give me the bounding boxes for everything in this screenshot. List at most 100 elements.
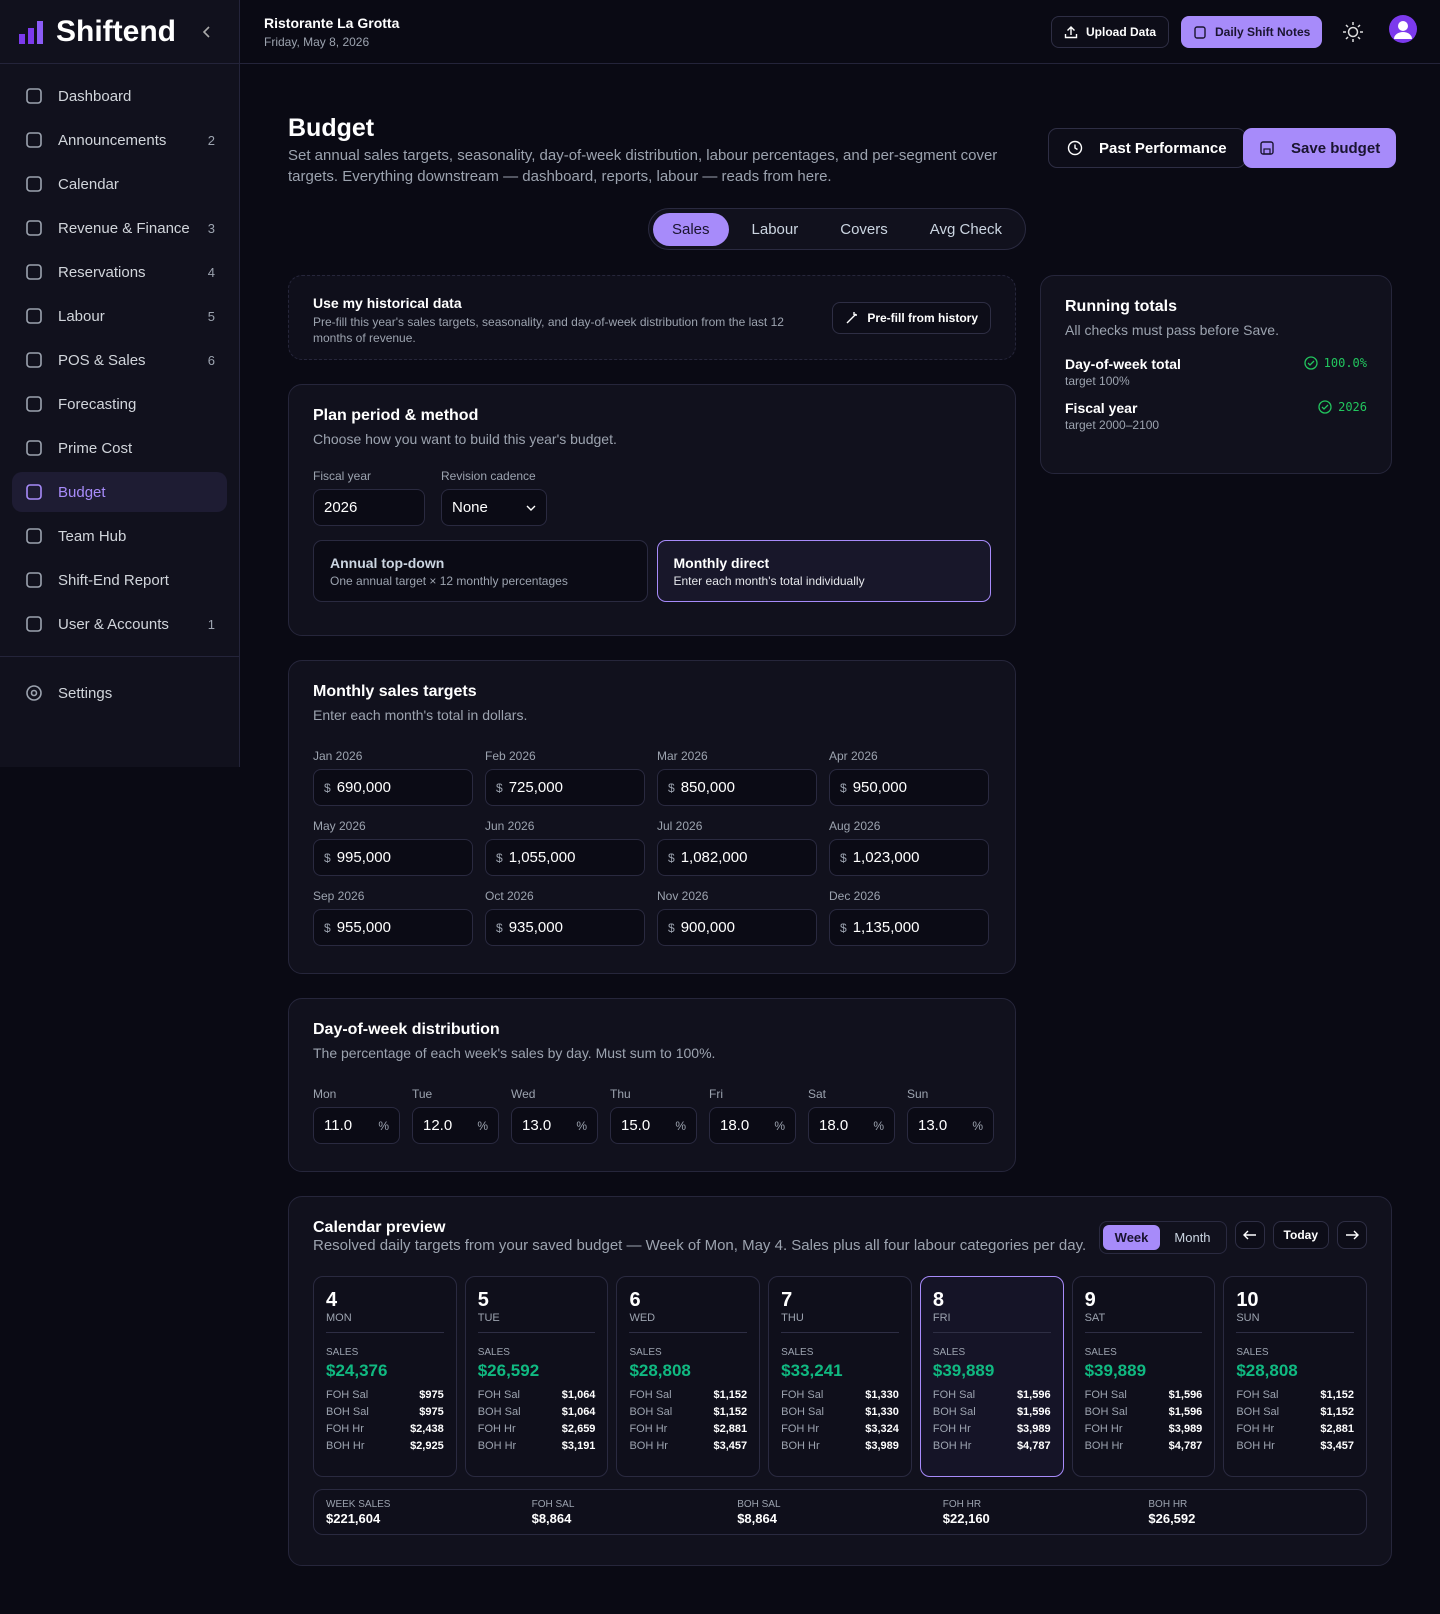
save-button[interactable]: Save budget bbox=[1243, 128, 1397, 168]
day-card[interactable]: 4 MON SALES $24,376 FOH Sal $975 BOH Sal $975 FO… bbox=[313, 1276, 457, 1477]
cadence-select[interactable]: None bbox=[441, 489, 547, 526]
dow-input[interactable]: 15.0% bbox=[610, 1107, 697, 1144]
day-card[interactable]: 6 WED SALES $28,808 FOH Sal $1,152 BOH Sal $1,1… bbox=[616, 1276, 761, 1477]
theme-toggle[interactable] bbox=[1342, 21, 1364, 43]
month-input[interactable]: $690,000 bbox=[313, 769, 473, 806]
labour-row: BOH Sal $1,064 bbox=[478, 1406, 596, 1418]
nav-item[interactable]: Team Hub bbox=[12, 516, 227, 556]
unit: % bbox=[477, 1118, 488, 1133]
month-input[interactable]: $955,000 bbox=[313, 909, 473, 946]
day-card[interactable]: 9 SAT SALES $39,889 FOH Sal $1,596 BOH Sal $1,5… bbox=[1071, 1276, 1216, 1477]
summary-value: $22,160 bbox=[942, 1511, 990, 1526]
day-card[interactable]: 10 SUN SALES $28,808 FOH Sal $1,152 BOH Sal $1,… bbox=[1223, 1276, 1368, 1477]
card-title: Monthly sales targets bbox=[313, 683, 477, 700]
avatar[interactable] bbox=[1388, 14, 1418, 44]
upload-button[interactable]: Upload Data bbox=[1051, 16, 1170, 48]
row-label: FOH Hr bbox=[326, 1423, 364, 1435]
nav-item[interactable]: Revenue & Finance 3 bbox=[12, 208, 227, 248]
tab[interactable]: Avg Check bbox=[929, 220, 1003, 238]
tab[interactable]: Covers bbox=[840, 220, 888, 238]
nav-item[interactable]: Reservations 4 bbox=[12, 252, 227, 292]
month-input[interactable]: $725,000 bbox=[485, 769, 645, 806]
next-button[interactable] bbox=[1337, 1221, 1367, 1249]
month-input[interactable]: $1,135,000 bbox=[829, 909, 989, 946]
card-subtitle: Resolved daily targets from your saved b… bbox=[313, 1237, 1087, 1254]
nav-label: Budget bbox=[58, 483, 106, 501]
nav-item[interactable]: User & Accounts 1 bbox=[12, 604, 227, 644]
collapse-icon[interactable] bbox=[201, 25, 213, 39]
input-value: 18.0 bbox=[819, 1117, 849, 1134]
row-value: $1,064 bbox=[561, 1389, 596, 1401]
field-label: Mar 2026 bbox=[657, 749, 708, 763]
nav-item[interactable]: Labour 5 bbox=[12, 296, 227, 336]
nav-item[interactable]: Settings bbox=[12, 673, 227, 713]
dow-input[interactable]: 12.0% bbox=[412, 1107, 499, 1144]
input-value: 1,082,000 bbox=[680, 849, 748, 866]
input-value: 15.0 bbox=[621, 1117, 651, 1134]
row-label: FOH Sal bbox=[326, 1389, 369, 1401]
day-card[interactable]: 7 THU SALES $33,241 FOH Sal $1,330 BOH Sal $1,3… bbox=[768, 1276, 912, 1477]
month-input[interactable]: $995,000 bbox=[313, 839, 473, 876]
methods: Annual top-down One annual target × 12 mo… bbox=[313, 540, 991, 602]
prefill-button[interactable]: Pre-fill from history bbox=[832, 302, 991, 334]
nav-item[interactable]: Forecasting bbox=[12, 384, 227, 424]
day-name: SUN bbox=[1236, 1312, 1355, 1333]
method-option[interactable]: Annual top-down One annual target × 12 mo… bbox=[313, 540, 648, 602]
dow-input[interactable]: 13.0% bbox=[907, 1107, 994, 1144]
month-input[interactable]: $1,055,000 bbox=[485, 839, 645, 876]
check-info: Fiscal year target 2000–2100 bbox=[1065, 400, 1159, 432]
nav-item[interactable]: Dashboard bbox=[12, 76, 227, 116]
month-input[interactable]: $1,082,000 bbox=[657, 839, 817, 876]
row-value: $1,064 bbox=[561, 1406, 596, 1418]
nav-item[interactable]: Budget bbox=[12, 472, 227, 512]
field: Fiscal year 2026 bbox=[313, 469, 425, 526]
nav-item[interactable]: Calendar bbox=[12, 164, 227, 204]
tab[interactable]: Labour bbox=[751, 220, 799, 238]
historical-card: Use my historical data Pre-fill this yea… bbox=[288, 275, 1016, 360]
dow-input[interactable]: 11.0% bbox=[313, 1107, 400, 1144]
labour-row: BOH Sal $975 bbox=[326, 1406, 444, 1418]
day-card[interactable]: 5 TUE SALES $26,592 FOH Sal $1,064 BOH Sal $1,0… bbox=[464, 1276, 609, 1477]
month-input[interactable]: $900,000 bbox=[657, 909, 817, 946]
month-input[interactable]: $1,023,000 bbox=[829, 839, 989, 876]
week-summary: WEEK SALES $221,604 FOH SAL $8,864 BOH SAL $8… bbox=[313, 1489, 1367, 1535]
check-label: Fiscal year bbox=[1065, 400, 1138, 416]
nav-item[interactable]: Shift-End Report bbox=[12, 560, 227, 600]
row-value: $1,596 bbox=[1016, 1406, 1051, 1418]
today-button[interactable]: Today bbox=[1272, 1221, 1329, 1249]
month-field: Jan 2026 $690,000 bbox=[313, 749, 473, 806]
row-label: BOH Hr bbox=[1236, 1440, 1275, 1452]
fiscal-year-input[interactable]: 2026 bbox=[313, 489, 425, 526]
labour-row: FOH Hr $3,989 bbox=[933, 1423, 1051, 1435]
notes-button[interactable]: Daily Shift Notes bbox=[1181, 16, 1323, 48]
month-input[interactable]: $935,000 bbox=[485, 909, 645, 946]
prev-button[interactable] bbox=[1234, 1221, 1265, 1249]
past-performance-button[interactable]: Past Performance bbox=[1048, 128, 1246, 168]
row-value: $975 bbox=[419, 1389, 444, 1401]
dow-input[interactable]: 18.0% bbox=[808, 1107, 895, 1144]
field-label: Sep 2026 bbox=[313, 889, 365, 903]
dow-input[interactable]: 13.0% bbox=[511, 1107, 598, 1144]
nav-item[interactable]: POS & Sales 6 bbox=[12, 340, 227, 380]
labour-row: BOH Sal $1,596 bbox=[933, 1406, 1051, 1418]
month-input[interactable]: $850,000 bbox=[657, 769, 817, 806]
nav-label: Reservations bbox=[58, 263, 146, 281]
row-value: $975 bbox=[419, 1406, 444, 1418]
summary-item: FOH SAL $8,864 bbox=[532, 1499, 738, 1526]
input-value: 1,135,000 bbox=[852, 919, 920, 936]
month-input[interactable]: $950,000 bbox=[829, 769, 989, 806]
labour-row: FOH Sal $1,330 bbox=[781, 1389, 899, 1401]
view-option[interactable]: Month bbox=[1174, 1230, 1211, 1245]
method-option[interactable]: Monthly direct Enter each month's total i… bbox=[656, 540, 991, 602]
tab[interactable]: Sales bbox=[653, 212, 729, 246]
nav-item[interactable]: Announcements 2 bbox=[12, 120, 227, 160]
dow-input[interactable]: 18.0% bbox=[709, 1107, 796, 1144]
currency: $ bbox=[496, 850, 503, 865]
view-option[interactable]: Week bbox=[1102, 1225, 1161, 1250]
icon bbox=[26, 440, 42, 456]
icon bbox=[26, 132, 42, 148]
input-value: 11.0 bbox=[324, 1117, 353, 1134]
card-description: Pre-fill this year's sales targets, seas… bbox=[313, 315, 784, 345]
nav-item[interactable]: Prime Cost bbox=[12, 428, 227, 468]
day-card[interactable]: 8 FRI SALES $39,889 FOH Sal $1,596 BOH Sal $1,5… bbox=[919, 1276, 1064, 1477]
